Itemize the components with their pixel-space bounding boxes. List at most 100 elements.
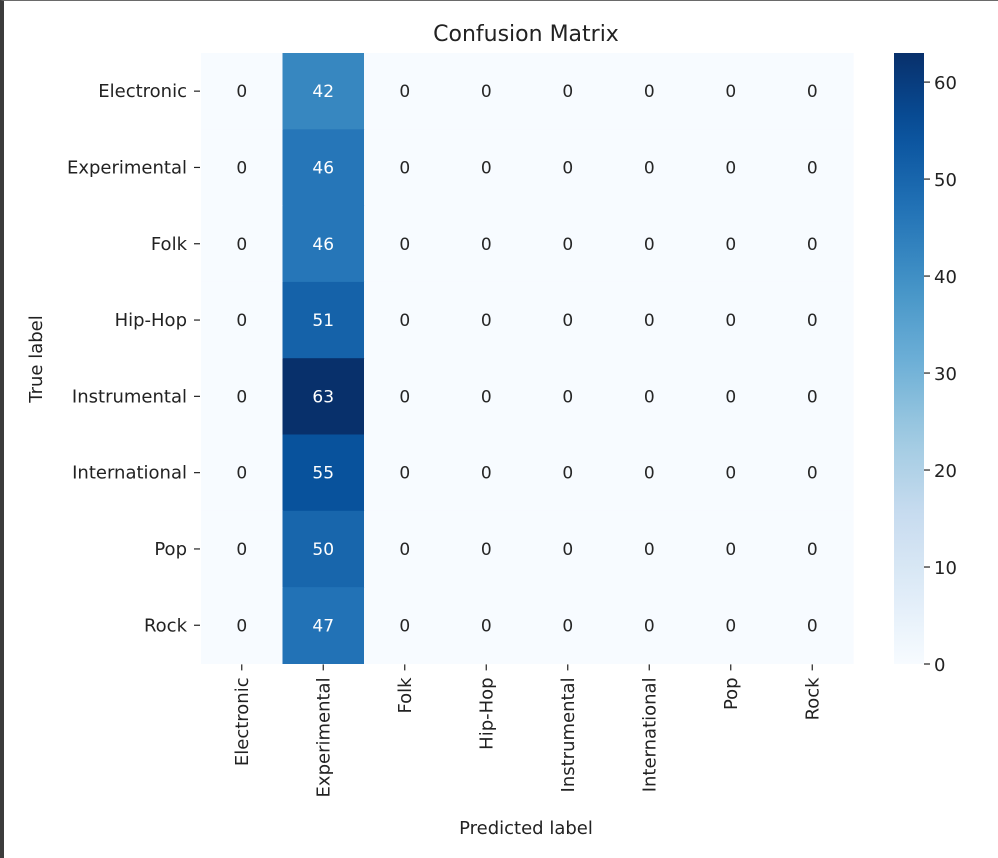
cell-value-label: 0 xyxy=(236,235,247,255)
cell-value-label: 0 xyxy=(481,540,492,560)
x-tick-label-experimental: Experimental xyxy=(313,677,334,797)
heatmap-cell-instrumental-international xyxy=(608,358,691,436)
heatmap-cell-experimental-rock xyxy=(771,129,854,207)
cell-value-label: 0 xyxy=(644,387,655,407)
heatmap-cell-experimental-pop xyxy=(690,129,773,207)
heatmap-cell-electronic-international xyxy=(608,53,691,130)
cell-value-label: 0 xyxy=(644,82,655,102)
cell-value-label: 0 xyxy=(399,158,410,178)
heatmap-cell-electronic-experimental xyxy=(282,53,365,130)
cell-value-label: 0 xyxy=(725,235,736,255)
cell-value-label: 0 xyxy=(399,235,410,255)
cell-value-label: 0 xyxy=(807,158,818,178)
heatmap-cell-electronic-hip-hop xyxy=(445,53,528,130)
colorbar-tick-label: 30 xyxy=(934,364,957,385)
heatmap-cell-rock-pop xyxy=(690,587,773,664)
cell-value-label: 0 xyxy=(644,311,655,331)
cell-value-label: 0 xyxy=(807,387,818,407)
cell-value-label: 0 xyxy=(725,311,736,331)
heatmap-cell-international-experimental xyxy=(282,434,365,512)
cell-value-label: 0 xyxy=(562,616,573,636)
cell-value-label: 0 xyxy=(807,82,818,102)
x-tick-label-rock: Rock xyxy=(802,677,823,721)
heatmap-cell-rock-instrumental xyxy=(527,587,610,664)
cell-value-label: 0 xyxy=(562,387,573,407)
heatmap-cell-instrumental-folk xyxy=(364,358,447,436)
cell-value-label: 51 xyxy=(312,311,334,331)
x-axis-label: Predicted label xyxy=(459,818,593,839)
cell-value-label: 0 xyxy=(399,387,410,407)
heatmap-cell-hip-hop-electronic xyxy=(201,281,284,359)
heatmap-cell-pop-instrumental xyxy=(527,510,610,588)
cell-value-label: 0 xyxy=(236,82,247,102)
cell-value-label: 0 xyxy=(725,464,736,484)
heatmap-cell-instrumental-pop xyxy=(690,358,773,436)
colorbar xyxy=(894,53,924,664)
heatmap-cell-folk-hip-hop xyxy=(445,205,528,283)
cell-value-label: 0 xyxy=(562,464,573,484)
heatmap-cell-pop-hip-hop xyxy=(445,510,528,588)
cell-value-label: 63 xyxy=(312,387,334,407)
cell-value-label: 0 xyxy=(644,235,655,255)
heatmap-cell-folk-electronic xyxy=(201,205,284,283)
cell-value-label: 0 xyxy=(807,616,818,636)
cell-value-label: 0 xyxy=(562,540,573,560)
heatmap-cell-hip-hop-instrumental xyxy=(527,281,610,359)
cell-value-label: 0 xyxy=(481,311,492,331)
heatmap-cell-experimental-hip-hop xyxy=(445,129,528,207)
heatmap-cell-international-instrumental xyxy=(527,434,610,512)
heatmap-cells xyxy=(201,53,854,664)
heatmap-cell-hip-hop-rock xyxy=(771,281,854,359)
heatmap-cell-international-pop xyxy=(690,434,773,512)
cell-value-label: 0 xyxy=(399,82,410,102)
heatmap-cell-pop-folk xyxy=(364,510,447,588)
heatmap-cell-electronic-folk xyxy=(364,53,447,130)
heatmap-cell-instrumental-electronic xyxy=(201,358,284,436)
cell-value-label: 0 xyxy=(399,540,410,560)
y-tick-labels: Electronic Experimental Folk Hip-Hop Instrum… xyxy=(67,81,200,636)
heatmap-cell-rock-folk xyxy=(364,587,447,664)
cell-value-label: 0 xyxy=(399,311,410,331)
cell-value-label: 0 xyxy=(399,464,410,484)
cell-value-label: 47 xyxy=(312,616,334,636)
heatmap-cell-instrumental-hip-hop xyxy=(445,358,528,436)
y-tick-label-rock: Rock xyxy=(144,615,188,636)
x-tick-labels: Electronic Experimental Folk Hip-Hop Instrum… xyxy=(232,664,823,797)
cell-value-label: 0 xyxy=(236,387,247,407)
colorbar-tick-label: 60 xyxy=(934,73,957,94)
cell-value-label: 0 xyxy=(236,464,247,484)
cell-value-label: 0 xyxy=(236,158,247,178)
y-tick-label-folk: Folk xyxy=(151,234,188,255)
cell-value-label: 0 xyxy=(725,158,736,178)
cell-value-label: 0 xyxy=(725,616,736,636)
cell-value-label: 0 xyxy=(562,235,573,255)
heatmap-cell-folk-pop xyxy=(690,205,773,283)
x-tick-label-folk: Folk xyxy=(395,677,416,714)
cell-value-label: 0 xyxy=(481,82,492,102)
heatmap-cell-international-electronic xyxy=(201,434,284,512)
heatmap-cell-rock-international xyxy=(608,587,691,664)
cell-value-label: 0 xyxy=(399,616,410,636)
heatmap-cell-hip-hop-experimental xyxy=(282,281,365,359)
cell-annotations: 0 42 0 0 0 0 0 0 0 46 0 0 0 0 0 0 0 46 0 0 0 0 0 0 0 51 0 0 0 0 0 0 0 63 0… xyxy=(236,82,817,636)
cell-value-label: 0 xyxy=(481,616,492,636)
colorbar-tick-label: 0 xyxy=(934,655,945,676)
cell-value-label: 46 xyxy=(312,158,334,178)
colorbar-tick-label: 50 xyxy=(934,170,957,191)
heatmap-cell-hip-hop-international xyxy=(608,281,691,359)
heatmap-cell-instrumental-instrumental xyxy=(527,358,610,436)
heatmap-cell-pop-international xyxy=(608,510,691,588)
heatmap-cell-electronic-instrumental xyxy=(527,53,610,130)
cell-value-label: 0 xyxy=(644,464,655,484)
x-tick-label-hip-hop: Hip-Hop xyxy=(476,677,497,749)
heatmap-cell-rock-hip-hop xyxy=(445,587,528,664)
heatmap-cell-experimental-experimental xyxy=(282,129,365,207)
cell-value-label: 0 xyxy=(562,82,573,102)
heatmap-cell-experimental-folk xyxy=(364,129,447,207)
heatmap-cell-rock-experimental xyxy=(282,587,365,664)
cell-value-label: 0 xyxy=(562,311,573,331)
heatmap-cell-electronic-electronic xyxy=(201,53,284,130)
heatmap-cell-hip-hop-pop xyxy=(690,281,773,359)
y-tick-label-pop: Pop xyxy=(154,539,187,560)
